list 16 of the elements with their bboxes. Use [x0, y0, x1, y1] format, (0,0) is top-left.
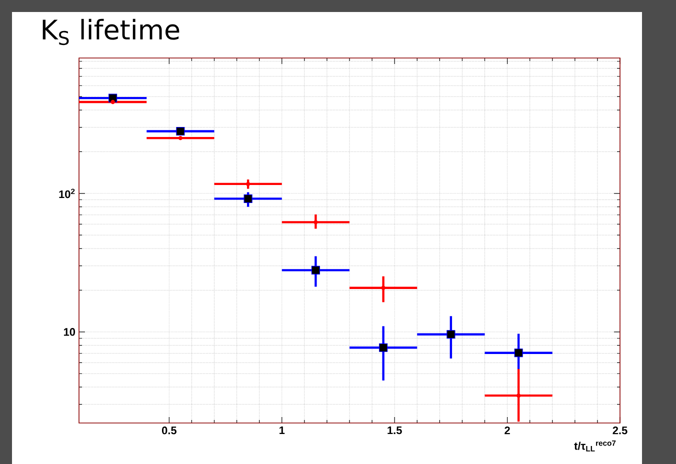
point — [516, 393, 521, 398]
point — [446, 330, 456, 339]
y-tick-label: 10 — [64, 328, 76, 336]
y-tick-label: 10$^{2}$ — [59, 188, 75, 198]
point — [514, 348, 523, 358]
point — [311, 266, 320, 274]
point — [176, 126, 185, 136]
x-tick-label: 1 — [280, 426, 285, 434]
x-tick-label: 0.5 — [162, 426, 176, 434]
x-tick-label: 2 — [504, 426, 510, 434]
x-tick-label: 1.5 — [388, 426, 402, 434]
point — [379, 343, 388, 352]
chart-title: K$_{S}$ lifetime — [42, 18, 180, 46]
point — [381, 286, 386, 290]
point — [314, 220, 318, 224]
x-tick-label: 2.5 — [612, 426, 628, 434]
